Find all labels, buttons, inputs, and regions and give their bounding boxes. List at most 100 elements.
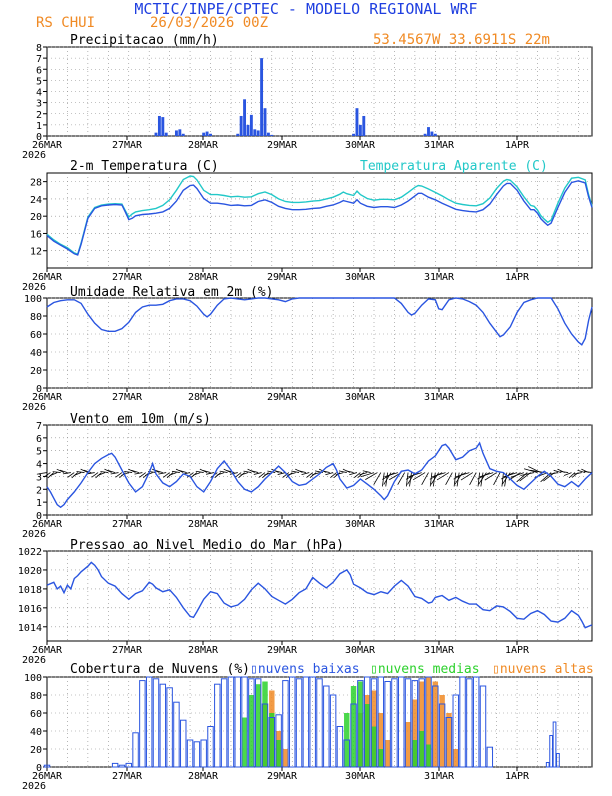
wind-arrow bbox=[550, 472, 559, 475]
cloud-low-bar bbox=[552, 721, 557, 768]
cloud-mid-bar bbox=[275, 740, 282, 767]
y-tick-label: 3 bbox=[36, 472, 42, 483]
precip-bar bbox=[358, 124, 362, 136]
wind-arrow bbox=[430, 472, 440, 485]
wind-arrow bbox=[171, 470, 180, 473]
y-tick-label: 20 bbox=[30, 212, 42, 223]
wind-arrow bbox=[301, 472, 310, 476]
x-tick-label: 26MAR bbox=[32, 272, 63, 283]
wind-arrow bbox=[568, 472, 576, 479]
wind-arrow bbox=[373, 472, 382, 485]
cloud-low-bar bbox=[282, 680, 289, 768]
y-tick-label: 80 bbox=[30, 691, 42, 702]
panel-title: Cobertura de Nuvens (%) bbox=[70, 662, 250, 677]
y-tick-label: 100 bbox=[24, 294, 42, 305]
wind-arrow bbox=[421, 472, 429, 485]
cloud-low-bar bbox=[220, 678, 228, 768]
cloud-high-bar bbox=[418, 681, 425, 767]
x-tick-label: 31MAR bbox=[424, 519, 455, 530]
cloud-low-bar bbox=[207, 726, 214, 768]
y-tick-label: 1014 bbox=[18, 623, 42, 634]
precip-bar bbox=[352, 133, 356, 136]
wind-arrow bbox=[67, 472, 75, 478]
y-tick-label: 4 bbox=[36, 460, 42, 471]
wind-arrow bbox=[383, 472, 392, 485]
wind-arrow bbox=[243, 470, 252, 473]
wind-arrow bbox=[484, 472, 497, 481]
wind-arrow bbox=[362, 470, 371, 473]
wind-arrow bbox=[258, 472, 266, 478]
x-tick-label: 28MAR bbox=[188, 272, 219, 283]
precip-bar bbox=[236, 133, 240, 136]
wind-arrow bbox=[454, 472, 463, 485]
x-tick-label: 31MAR bbox=[424, 771, 455, 782]
cloud-high-bar bbox=[439, 695, 445, 767]
cloud-low-bar bbox=[152, 678, 160, 768]
wind-arrow bbox=[277, 472, 286, 475]
wind-arrow bbox=[436, 472, 450, 481]
y-tick-label: 28 bbox=[30, 178, 42, 189]
y-tick-label: 3 bbox=[36, 99, 42, 110]
wind-arrow bbox=[49, 472, 58, 477]
wind-arrow bbox=[192, 472, 201, 476]
station-name: RS CHUI bbox=[36, 15, 95, 31]
x-tick-label: 30MAR bbox=[345, 645, 376, 656]
x-tick-label: 26MAR bbox=[32, 140, 63, 151]
wind-arrow bbox=[407, 472, 416, 485]
wind-arrow bbox=[110, 472, 119, 475]
precip-bar bbox=[202, 132, 206, 136]
cloud-high-bar bbox=[378, 713, 384, 767]
x-tick-label: 27MAR bbox=[112, 140, 143, 151]
precip-bar bbox=[246, 124, 250, 136]
wind-arrow bbox=[477, 472, 480, 487]
wind-arrow bbox=[202, 470, 211, 473]
cloud-low-bar bbox=[289, 676, 296, 768]
wind-arrow bbox=[158, 472, 167, 475]
cloud-mid-bar bbox=[269, 713, 275, 767]
wind-arrow bbox=[155, 469, 163, 473]
wind-arrow bbox=[139, 472, 147, 478]
wind-arrow bbox=[384, 472, 398, 478]
cloud-low-bar bbox=[357, 680, 364, 768]
wind-arrow bbox=[52, 471, 61, 473]
wind-arrow bbox=[478, 472, 487, 485]
x-tick-label: 28MAR bbox=[188, 771, 219, 782]
panel-4: 0 1 2 34 5 6 7 26MAR 27MAR 28MAR 29MAR 30MAR 31MAR 1A… bbox=[22, 412, 593, 540]
panel-3: 0 20 40 60 80 100 26MAR 27MAR 28MAR 29MAR 30MAR 31M… bbox=[22, 285, 593, 413]
precip-bar bbox=[256, 130, 260, 136]
x-tick-label: 27MAR bbox=[112, 392, 143, 403]
wind-arrow bbox=[104, 468, 112, 473]
wind-arrow bbox=[455, 472, 470, 478]
cloud-low-bar bbox=[452, 694, 459, 768]
cloud-low-bar bbox=[234, 676, 241, 768]
panel-title: Precipitacao (mm/h) bbox=[70, 33, 219, 48]
x-tick-label: 1APR bbox=[505, 771, 530, 782]
x-tick-label: 27MAR bbox=[112, 645, 143, 656]
x-tick-label: 29MAR bbox=[267, 140, 298, 151]
y-tick-label: 1016 bbox=[18, 604, 42, 615]
wind-arrow bbox=[306, 472, 313, 478]
cloud-high-bar bbox=[446, 713, 452, 767]
precip-bar bbox=[161, 117, 165, 136]
cloud-low-bar bbox=[268, 717, 276, 768]
x-tick-label: 1APR bbox=[505, 392, 530, 403]
cloud-low-bar bbox=[125, 762, 132, 768]
wind-arrow bbox=[262, 472, 269, 479]
legend-low-clouds: ▯nuvens baixas bbox=[250, 662, 360, 677]
y-tick-label: 6 bbox=[36, 434, 42, 445]
wind-arrow bbox=[56, 468, 65, 473]
precip-bar bbox=[243, 99, 247, 136]
panel-title: Vento em 10m (m/s) bbox=[70, 412, 211, 427]
panel-title: 2-m Temperatura (C) bbox=[70, 159, 219, 174]
wind-arrow bbox=[429, 472, 433, 487]
cloud-low-bar bbox=[248, 678, 255, 768]
wind-arrow bbox=[577, 469, 586, 473]
wind-arrow bbox=[502, 472, 511, 485]
cloud-mid-bar bbox=[248, 695, 255, 767]
x-tick-label: 1APR bbox=[505, 519, 530, 530]
cloud-low-bar bbox=[377, 676, 385, 768]
x-tick-label: 28MAR bbox=[188, 392, 219, 403]
panel-title: Umidade Relativa em 2m (%) bbox=[70, 285, 274, 300]
